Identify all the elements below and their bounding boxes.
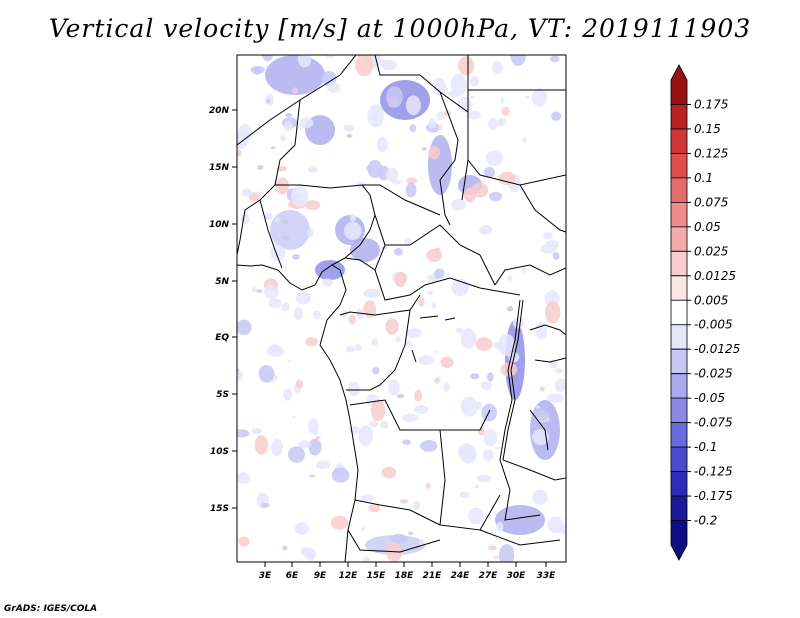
legend-label: -0.05	[694, 391, 725, 405]
legend-swatch	[670, 104, 688, 130]
legend-label: 0.0125	[694, 269, 736, 283]
lon-tick-label: 6E	[286, 571, 299, 581]
lon-tick-label: 3E	[259, 571, 272, 581]
lat-tick-label: 15N	[209, 163, 230, 173]
lon-tick-label: 15E	[367, 571, 387, 581]
vertical-velocity-field	[237, 55, 566, 562]
legend-swatch	[670, 471, 688, 497]
legend-label: 0.15	[694, 122, 721, 136]
legend-swatch	[670, 153, 688, 179]
legend-label: 0.005	[694, 293, 728, 307]
lon-tick-label: 18E	[395, 571, 415, 581]
legend-label: -0.005	[694, 318, 733, 332]
legend-swatch	[670, 446, 688, 472]
lon-tick-label: 21E	[423, 571, 443, 581]
legend-label: 0.1	[694, 171, 713, 185]
legend-swatch	[670, 495, 688, 521]
lon-tick-label: 24E	[451, 571, 471, 581]
legend-swatch	[670, 128, 688, 154]
legend-label: -0.125	[694, 465, 733, 479]
lat-tick-label: EQ	[215, 333, 229, 343]
legend-label: 0.075	[694, 195, 728, 209]
lat-tick-label: 10S	[210, 447, 229, 457]
legend-label: -0.2	[694, 514, 717, 528]
legend-swatch	[670, 299, 688, 326]
lon-tick-label: 27E	[479, 571, 499, 581]
legend-swatch	[670, 373, 688, 399]
lat-tick-label: 5S	[216, 390, 229, 400]
legend-swatch	[670, 520, 688, 561]
legend-label: 0.125	[694, 146, 728, 160]
legend-label: -0.175	[694, 489, 733, 503]
legend-label: -0.075	[694, 416, 733, 430]
legend-label: 0.05	[694, 220, 721, 234]
legend-swatch	[670, 275, 688, 301]
legend-label: -0.025	[694, 367, 733, 381]
color-legend: 0.175 0.15 0.125 0.1 0.075 0.05 0.025 0.0125 0.0…	[670, 64, 740, 561]
legend-swatch	[670, 226, 688, 252]
legend-label: 0.025	[694, 244, 728, 258]
map-frame	[236, 54, 567, 563]
country-borders	[237, 55, 566, 562]
lon-tick-label: 30E	[507, 571, 527, 581]
legend-swatch	[670, 250, 688, 277]
legend-swatch	[670, 422, 688, 448]
legend-swatch	[670, 64, 688, 105]
lat-tick-label: 20N	[209, 106, 230, 116]
legend-label: -0.1	[694, 440, 717, 454]
longitude-axis: 3E 6E 9E 12E 15E 18E 21E 24E 27E 30E 33E	[259, 562, 556, 581]
latitude-axis: 20N 15N 10N 5N EQ 5S 10S 15S	[209, 106, 237, 514]
legend-swatch	[670, 397, 688, 424]
lon-tick-label: 12E	[339, 571, 359, 581]
chart-title: Vertical velocity [m/s] at 1000hPa, VT: …	[48, 14, 752, 43]
lat-tick-label: 5N	[215, 277, 229, 287]
lon-tick-label: 9E	[314, 571, 327, 581]
legend-swatch	[670, 201, 688, 228]
credit-label: GrADS: IGES/COLA	[4, 604, 98, 614]
legend-swatch	[670, 177, 688, 203]
legend-swatch	[670, 348, 688, 375]
legend-swatch	[670, 324, 688, 350]
legend-label: 0.175	[694, 97, 728, 111]
lon-tick-label: 33E	[537, 571, 557, 581]
legend-label: -0.0125	[694, 342, 740, 356]
lat-tick-label: 10N	[209, 220, 230, 230]
lat-tick-label: 15S	[210, 504, 229, 514]
